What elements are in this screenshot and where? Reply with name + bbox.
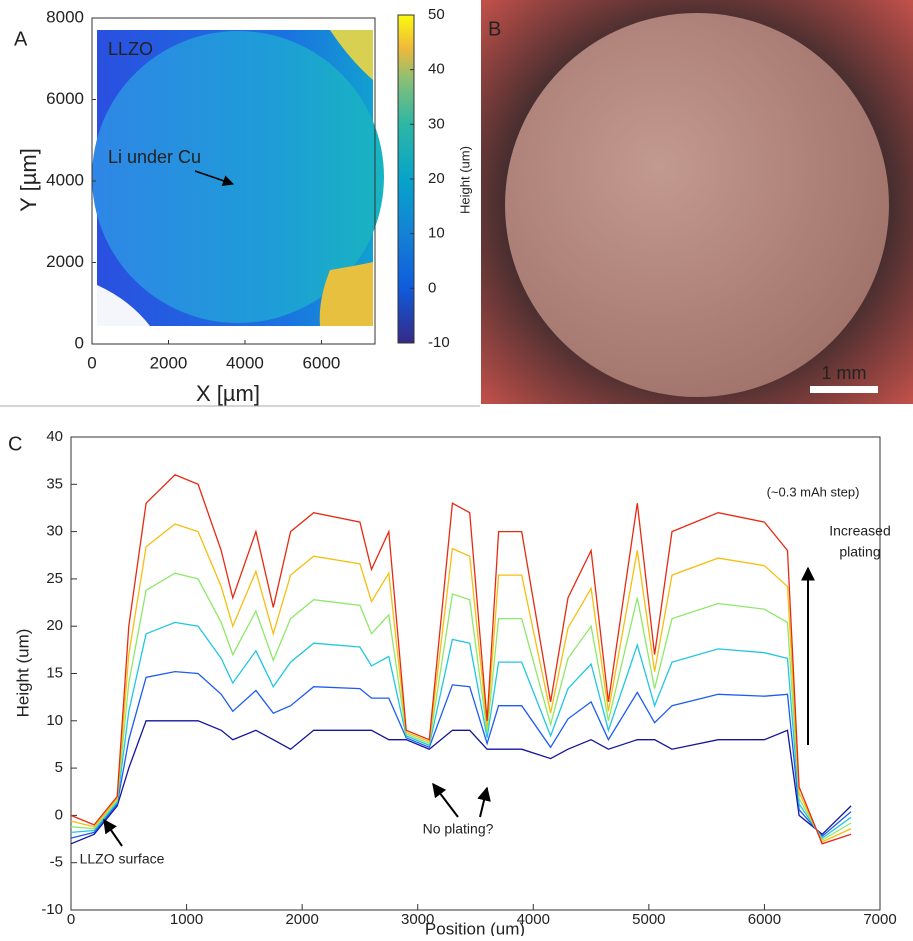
y-tick-label: 2000 (46, 252, 84, 271)
y-tick-label: -5 (50, 854, 63, 871)
y-tick-label: 0 (75, 333, 84, 352)
x-tick-label: 0 (67, 911, 75, 928)
colorbar-tick-label: 10 (428, 225, 445, 242)
y-tick-label: 0 (55, 806, 63, 823)
x-tick-label: 6000 (303, 353, 341, 372)
series-line (70, 523, 852, 843)
y-tick-label: 20 (46, 617, 63, 634)
x-tick-label: 5000 (632, 911, 665, 928)
colorbar-tick-label: 40 (428, 61, 445, 78)
y-tick-label: 30 (46, 523, 63, 540)
heatmap-image (92, 30, 384, 326)
y-tick-label: 35 (46, 475, 63, 492)
colorbar-tick-label: 20 (428, 170, 445, 187)
y-axis-label: Height (um) (13, 629, 32, 718)
colorbar-label: Height (um) (457, 146, 472, 214)
y-tick-label: 8000 (46, 7, 84, 26)
annotation: LLZO surface (80, 851, 165, 867)
y-tick-label: 40 (46, 428, 63, 445)
x-tick-label: 1000 (170, 911, 203, 928)
series-line (70, 720, 852, 845)
y-axis-label: Y [µm] (16, 148, 41, 212)
y-tick-label: 25 (46, 570, 63, 587)
panel-label: A (14, 28, 28, 50)
series-line (70, 572, 852, 841)
x-axis-label: Position (um) (425, 919, 525, 936)
annotation: (~0.3 mAh step) (767, 484, 860, 499)
series-line (70, 474, 852, 845)
x-tick-label: 6000 (748, 911, 781, 928)
series-line (70, 621, 852, 840)
x-tick-label: 0 (87, 353, 96, 372)
y-tick-label: 4000 (46, 170, 84, 189)
arrow (477, 786, 491, 818)
annotation: Li under Cu (108, 147, 201, 167)
colorbar-tick-label: 50 (428, 6, 445, 23)
arrow (194, 170, 235, 187)
arrow (103, 818, 123, 847)
series-line (70, 670, 852, 839)
x-tick-label: 4000 (226, 353, 264, 372)
y-tick-label: -10 (41, 901, 63, 918)
colorbar-tick-label: -10 (428, 334, 450, 351)
y-tick-label: 10 (46, 712, 63, 729)
annotation: Increased (829, 523, 890, 539)
scale-bar-label: 1 mm (822, 363, 867, 383)
colorbar-tick-label: 30 (428, 115, 445, 132)
colorbar-tick-label: 0 (428, 279, 436, 296)
y-tick-label: 6000 (46, 89, 84, 108)
panel-label: B (488, 18, 501, 40)
x-tick-label: 4000 (517, 911, 550, 928)
x-tick-label: 3000 (401, 911, 434, 928)
panel-label: C (8, 433, 22, 455)
y-tick-label: 5 (55, 759, 63, 776)
photo (481, 0, 913, 404)
x-tick-label: 7000 (863, 911, 896, 928)
x-tick-label: 2000 (150, 353, 188, 372)
y-tick-label: 15 (46, 664, 63, 681)
annotation: plating (839, 544, 880, 560)
x-axis-label: X [µm] (196, 381, 260, 406)
x-tick-label: 2000 (285, 911, 318, 928)
arrow (432, 782, 459, 818)
annotation: LLZO (108, 39, 153, 59)
annotation: No plating? (423, 821, 494, 837)
